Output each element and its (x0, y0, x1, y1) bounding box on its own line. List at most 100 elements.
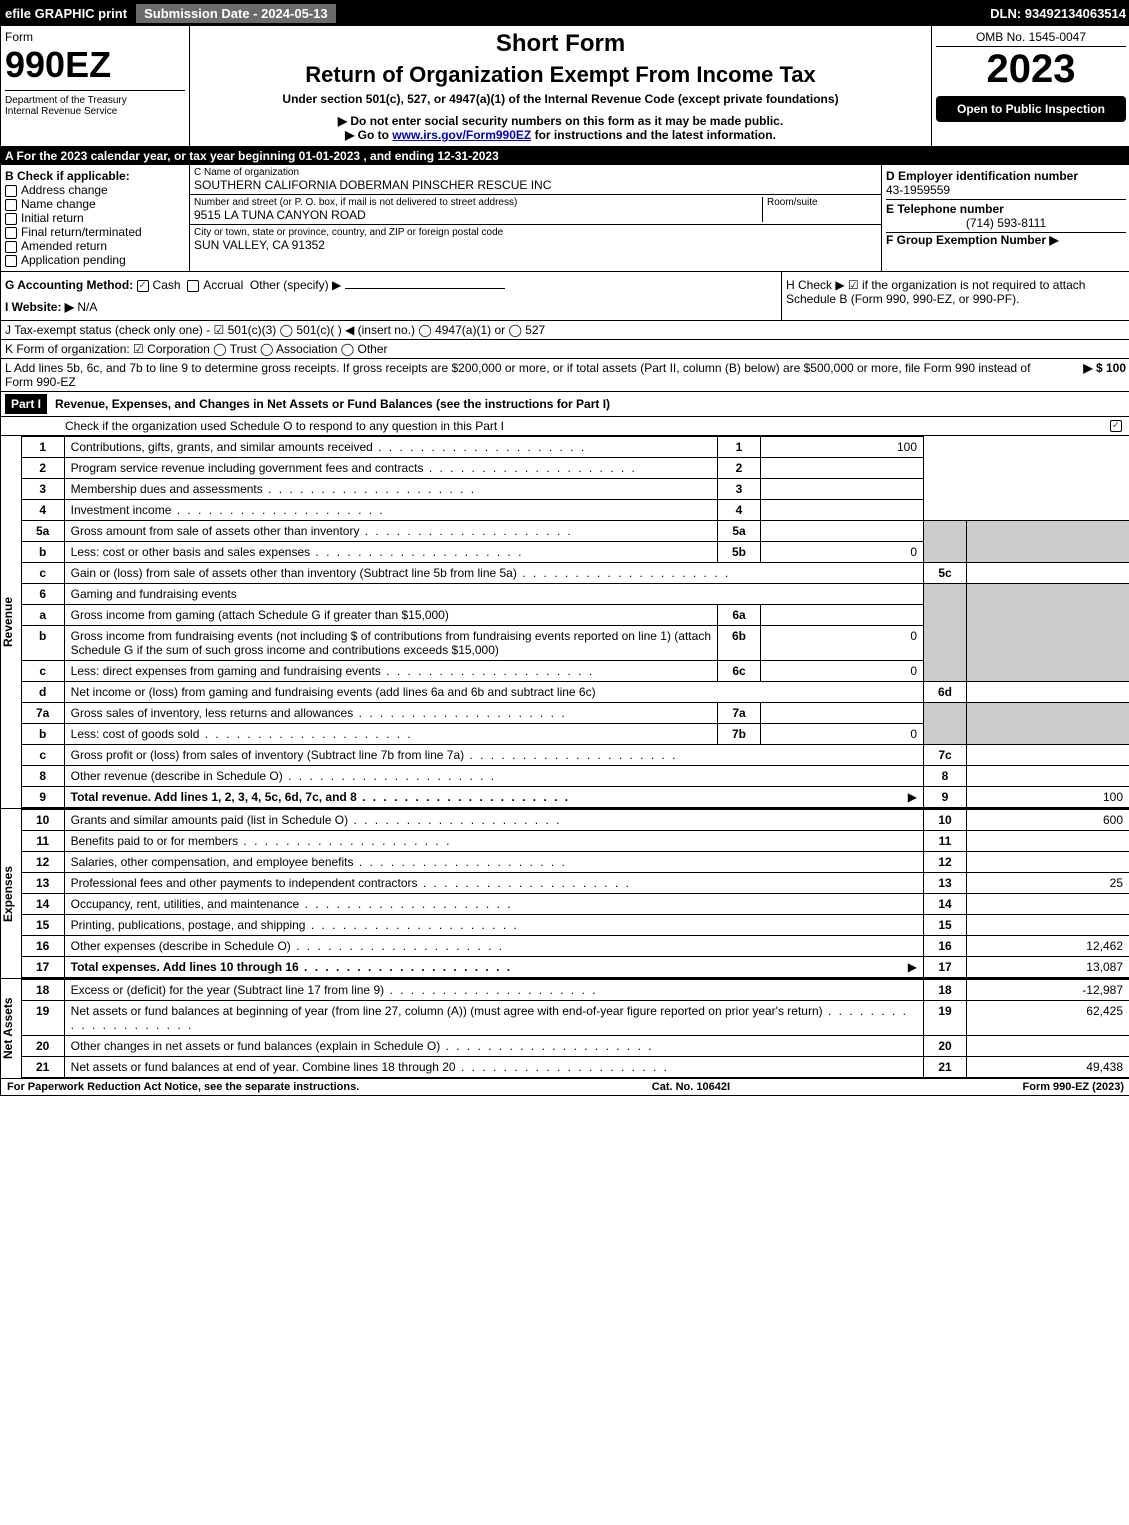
org-street: 9515 LA TUNA CANYON ROAD (194, 208, 762, 222)
subtitle: Under section 501(c), 527, or 4947(a)(1)… (194, 92, 927, 106)
l6b-sub-no: 6b (718, 626, 761, 661)
chk-final-return[interactable] (5, 227, 17, 239)
lbl-application-pending: Application pending (21, 253, 126, 267)
irs-link[interactable]: www.irs.gov/Form990EZ (392, 128, 531, 142)
irs-label: Internal Revenue Service (5, 106, 185, 117)
section-def: D Employer identification number 43-1959… (881, 165, 1129, 271)
efile-label[interactable]: efile GRAPHIC print (5, 6, 127, 21)
chk-cash[interactable] (137, 280, 149, 292)
website-value: N/A (77, 300, 97, 314)
l5b-sub-no: 5b (718, 542, 761, 563)
open-public: Open to Public Inspection (936, 96, 1126, 122)
l6a-sub-no: 6a (718, 605, 761, 626)
l13-amt: 25 (967, 873, 1129, 894)
l21-amt: 49,438 (967, 1057, 1129, 1078)
chk-application-pending[interactable] (5, 255, 17, 267)
l1-no: 1 (21, 437, 64, 458)
l6d-no: d (21, 682, 64, 703)
l9-no: 9 (21, 787, 64, 808)
l3-no: 3 (21, 479, 64, 500)
section-h: H Check ▶ ☑ if the organization is not r… (781, 272, 1129, 320)
ein-value: 43-1959559 (886, 183, 1126, 197)
org-city: SUN VALLEY, CA 91352 (194, 238, 877, 252)
revenue-table: 1Contributions, gifts, grants, and simil… (21, 436, 1129, 808)
l13-desc: Professional fees and other payments to … (64, 873, 923, 894)
lbl-final-return: Final return/terminated (21, 225, 142, 239)
l10-desc: Grants and similar amounts paid (list in… (64, 810, 923, 831)
l2-amt (761, 458, 924, 479)
l19-desc: Net assets or fund balances at beginning… (64, 1001, 923, 1036)
l6b-no: b (21, 626, 64, 661)
goto-pre: ▶ Go to (345, 128, 392, 142)
l4-desc: Investment income (64, 500, 717, 521)
topbar: efile GRAPHIC print Submission Date - 20… (1, 1, 1129, 26)
l5-shade-val (967, 521, 1129, 563)
l6b-desc: Gross income from fundraising events (no… (64, 626, 717, 661)
l1-amt: 100 (761, 437, 924, 458)
l5c-amt (967, 563, 1129, 584)
c-street-label: Number and street (or P. O. box, if mail… (194, 197, 762, 208)
section-b-title: B Check if applicable: (5, 169, 185, 183)
l17-amt-no: 17 (924, 957, 967, 978)
l9-arrow: ▶ (908, 790, 917, 804)
l8-amt (967, 766, 1129, 787)
l5a-sub-val (761, 521, 924, 542)
l13-amt-no: 13 (924, 873, 967, 894)
chk-part-i-schedule-o[interactable] (1110, 420, 1122, 432)
return-title: Return of Organization Exempt From Incom… (194, 62, 927, 88)
l7a-no: 7a (21, 703, 64, 724)
l7a-sub-no: 7a (718, 703, 761, 724)
chk-accrual[interactable] (187, 280, 199, 292)
chk-name-change[interactable] (5, 199, 17, 211)
l6-shade-val (967, 584, 1129, 682)
l17-no: 17 (21, 957, 64, 978)
netassets-section: Net Assets 18Excess or (deficit) for the… (1, 979, 1129, 1079)
l18-no: 18 (21, 980, 64, 1001)
chk-initial-return[interactable] (5, 213, 17, 225)
section-l-text: L Add lines 5b, 6c, and 7b to line 9 to … (5, 361, 1046, 389)
group-label: F Group Exemption Number ▶ (886, 232, 1126, 247)
l16-no: 16 (21, 936, 64, 957)
l5c-amt-no: 5c (924, 563, 967, 584)
l11-amt (967, 831, 1129, 852)
l6a-desc: Gross income from gaming (attach Schedul… (64, 605, 717, 626)
l3-desc: Membership dues and assessments (64, 479, 717, 500)
l6c-sub-val: 0 (761, 661, 924, 682)
l6d-amt (967, 682, 1129, 703)
l6a-sub-val (761, 605, 924, 626)
l17-desc: Total expenses. Add lines 10 through 16 (71, 960, 512, 974)
l14-desc: Occupancy, rent, utilities, and maintena… (64, 894, 923, 915)
lbl-other-method: Other (specify) ▶ (250, 278, 341, 292)
expenses-table: 10Grants and similar amounts paid (list … (21, 809, 1129, 978)
footer-left: For Paperwork Reduction Act Notice, see … (7, 1081, 359, 1093)
l19-amt-no: 19 (924, 1001, 967, 1036)
form-number: 990EZ (5, 44, 185, 86)
l6a-no: a (21, 605, 64, 626)
tax-year: 2023 (936, 47, 1126, 92)
chk-address-change[interactable] (5, 185, 17, 197)
footer-mid: Cat. No. 10642I (652, 1081, 730, 1093)
section-l: L Add lines 5b, 6c, and 7b to line 9 to … (1, 359, 1129, 392)
l10-amt: 600 (967, 810, 1129, 831)
part-i-title: Revenue, Expenses, and Changes in Net As… (55, 397, 610, 411)
l9-amt-no: 9 (924, 787, 967, 808)
l14-amt (967, 894, 1129, 915)
l6c-no: c (21, 661, 64, 682)
ein-label: D Employer identification number (886, 169, 1126, 183)
lbl-address-change: Address change (21, 183, 108, 197)
l20-amt-no: 20 (924, 1036, 967, 1057)
l15-no: 15 (21, 915, 64, 936)
l18-desc: Excess or (deficit) for the year (Subtra… (64, 980, 923, 1001)
l4-amt-no: 4 (718, 500, 761, 521)
l15-amt-no: 15 (924, 915, 967, 936)
part-i-header: Part I Revenue, Expenses, and Changes in… (1, 392, 1129, 417)
l6-shade (924, 584, 967, 682)
chk-amended-return[interactable] (5, 241, 17, 253)
l20-no: 20 (21, 1036, 64, 1057)
footer-right: Form 990-EZ (2023) (1023, 1081, 1124, 1093)
short-form-title: Short Form (194, 30, 927, 58)
l7a-sub-val (761, 703, 924, 724)
lbl-name-change: Name change (21, 197, 96, 211)
l21-no: 21 (21, 1057, 64, 1078)
l17-amt: 13,087 (967, 957, 1129, 978)
